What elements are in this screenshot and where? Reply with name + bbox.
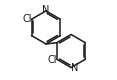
- Text: N: N: [71, 63, 78, 73]
- Text: Cl: Cl: [48, 55, 57, 65]
- Text: N: N: [42, 5, 50, 15]
- Text: Cl: Cl: [23, 14, 32, 24]
